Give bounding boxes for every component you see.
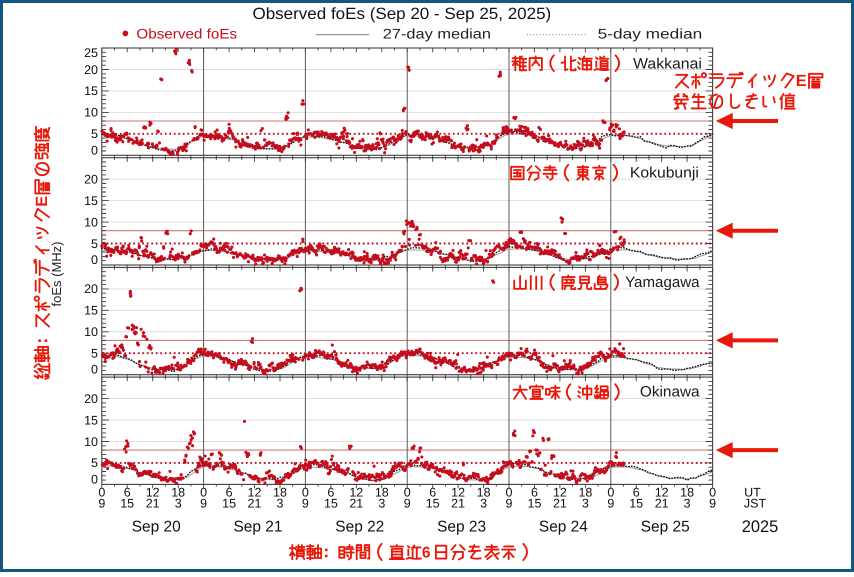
svg-text:9: 9	[98, 497, 105, 511]
svg-text:5: 5	[91, 237, 98, 251]
svg-text:0: 0	[506, 486, 513, 500]
svg-text:21: 21	[248, 497, 262, 511]
svg-text:0: 0	[200, 486, 207, 500]
svg-text:Sep 20: Sep 20	[132, 519, 181, 536]
svg-text:10: 10	[84, 435, 98, 449]
svg-text:0: 0	[91, 472, 98, 486]
svg-text:2025: 2025	[742, 517, 779, 536]
svg-text:0: 0	[404, 486, 411, 500]
svg-text:12: 12	[349, 486, 363, 500]
svg-text:Sep 25: Sep 25	[641, 519, 690, 536]
svg-text:0: 0	[98, 486, 105, 500]
svg-text:10: 10	[84, 106, 98, 120]
svg-text:12: 12	[451, 486, 465, 500]
svg-text:Wakkanai: Wakkanai	[633, 55, 702, 72]
svg-text:Okinawa: Okinawa	[640, 384, 700, 401]
svg-text:20: 20	[84, 392, 98, 406]
svg-text:3: 3	[175, 497, 182, 511]
svg-text:15: 15	[84, 413, 98, 427]
svg-text:6: 6	[422, 544, 431, 561]
svg-text:15: 15	[222, 497, 236, 511]
svg-text:15: 15	[84, 194, 98, 208]
svg-text:12: 12	[655, 486, 669, 500]
svg-text:E: E	[33, 196, 51, 207]
svg-text:10: 10	[84, 215, 98, 229]
svg-text:15: 15	[629, 497, 643, 511]
svg-text:18: 18	[375, 486, 389, 500]
svg-text:5: 5	[91, 127, 98, 141]
svg-text:UT: UT	[744, 486, 761, 500]
svg-text:25: 25	[84, 46, 98, 60]
svg-text:21: 21	[349, 497, 363, 511]
svg-text:6: 6	[124, 486, 131, 500]
svg-text:18: 18	[578, 486, 592, 500]
svg-text:9: 9	[404, 497, 411, 511]
svg-text:21: 21	[655, 497, 669, 511]
svg-text:6: 6	[327, 486, 334, 500]
svg-text:20: 20	[84, 282, 98, 296]
svg-text:Observed foEs (Sep 20 - Sep 25: Observed foEs (Sep 20 - Sep 25, 2025)	[253, 5, 552, 23]
svg-text:Kokubunji: Kokubunji	[630, 165, 699, 182]
svg-text:3: 3	[378, 497, 385, 511]
svg-text:18: 18	[680, 486, 694, 500]
svg-text:12: 12	[146, 486, 160, 500]
svg-text:foEs (MHz): foEs (MHz)	[49, 242, 64, 307]
svg-text:0: 0	[607, 486, 614, 500]
svg-text:Sep 24: Sep 24	[539, 519, 588, 536]
svg-text:21: 21	[553, 497, 567, 511]
svg-text:Sep 23: Sep 23	[437, 519, 486, 536]
svg-text:Yamagawa: Yamagawa	[625, 274, 700, 291]
svg-text:18: 18	[273, 486, 287, 500]
svg-text:Sep 21: Sep 21	[234, 519, 283, 536]
svg-text:10: 10	[84, 325, 98, 339]
svg-text:15: 15	[324, 497, 338, 511]
svg-text:15: 15	[426, 497, 440, 511]
svg-text:9: 9	[200, 497, 207, 511]
svg-text:12: 12	[553, 486, 567, 500]
svg-text:15: 15	[84, 84, 98, 98]
svg-text:15: 15	[84, 304, 98, 318]
svg-text:0: 0	[302, 486, 309, 500]
svg-text:E: E	[796, 72, 807, 90]
svg-text:20: 20	[84, 173, 98, 187]
svg-text:3: 3	[684, 497, 691, 511]
svg-text:20: 20	[84, 63, 98, 77]
svg-text:18: 18	[477, 486, 491, 500]
svg-text:9: 9	[709, 497, 716, 511]
svg-text:JST: JST	[744, 497, 767, 511]
svg-text:5: 5	[91, 347, 98, 361]
svg-text:21: 21	[451, 497, 465, 511]
svg-text:9: 9	[506, 497, 513, 511]
svg-text:6: 6	[531, 486, 538, 500]
svg-text:9: 9	[302, 497, 309, 511]
svg-text:15: 15	[528, 497, 542, 511]
svg-text:3: 3	[582, 497, 589, 511]
svg-text:Sep 22: Sep 22	[335, 519, 384, 536]
svg-text:5-day median: 5-day median	[598, 25, 703, 41]
svg-text:21: 21	[146, 497, 160, 511]
svg-text:0: 0	[91, 253, 98, 267]
svg-text:6: 6	[429, 486, 436, 500]
svg-text:5: 5	[91, 456, 98, 470]
svg-text:6: 6	[226, 486, 233, 500]
svg-text:27-day median: 27-day median	[383, 25, 491, 41]
svg-text:0: 0	[709, 486, 716, 500]
svg-text:15: 15	[120, 497, 134, 511]
svg-text:Observed foEs: Observed foEs	[136, 25, 237, 41]
svg-text:3: 3	[480, 497, 487, 511]
svg-text:12: 12	[248, 486, 262, 500]
svg-text:6: 6	[633, 486, 640, 500]
svg-text:0: 0	[91, 143, 98, 157]
svg-text:0: 0	[91, 363, 98, 377]
svg-text:3: 3	[277, 497, 284, 511]
svg-text:9: 9	[607, 497, 614, 511]
svg-text:18: 18	[171, 486, 185, 500]
